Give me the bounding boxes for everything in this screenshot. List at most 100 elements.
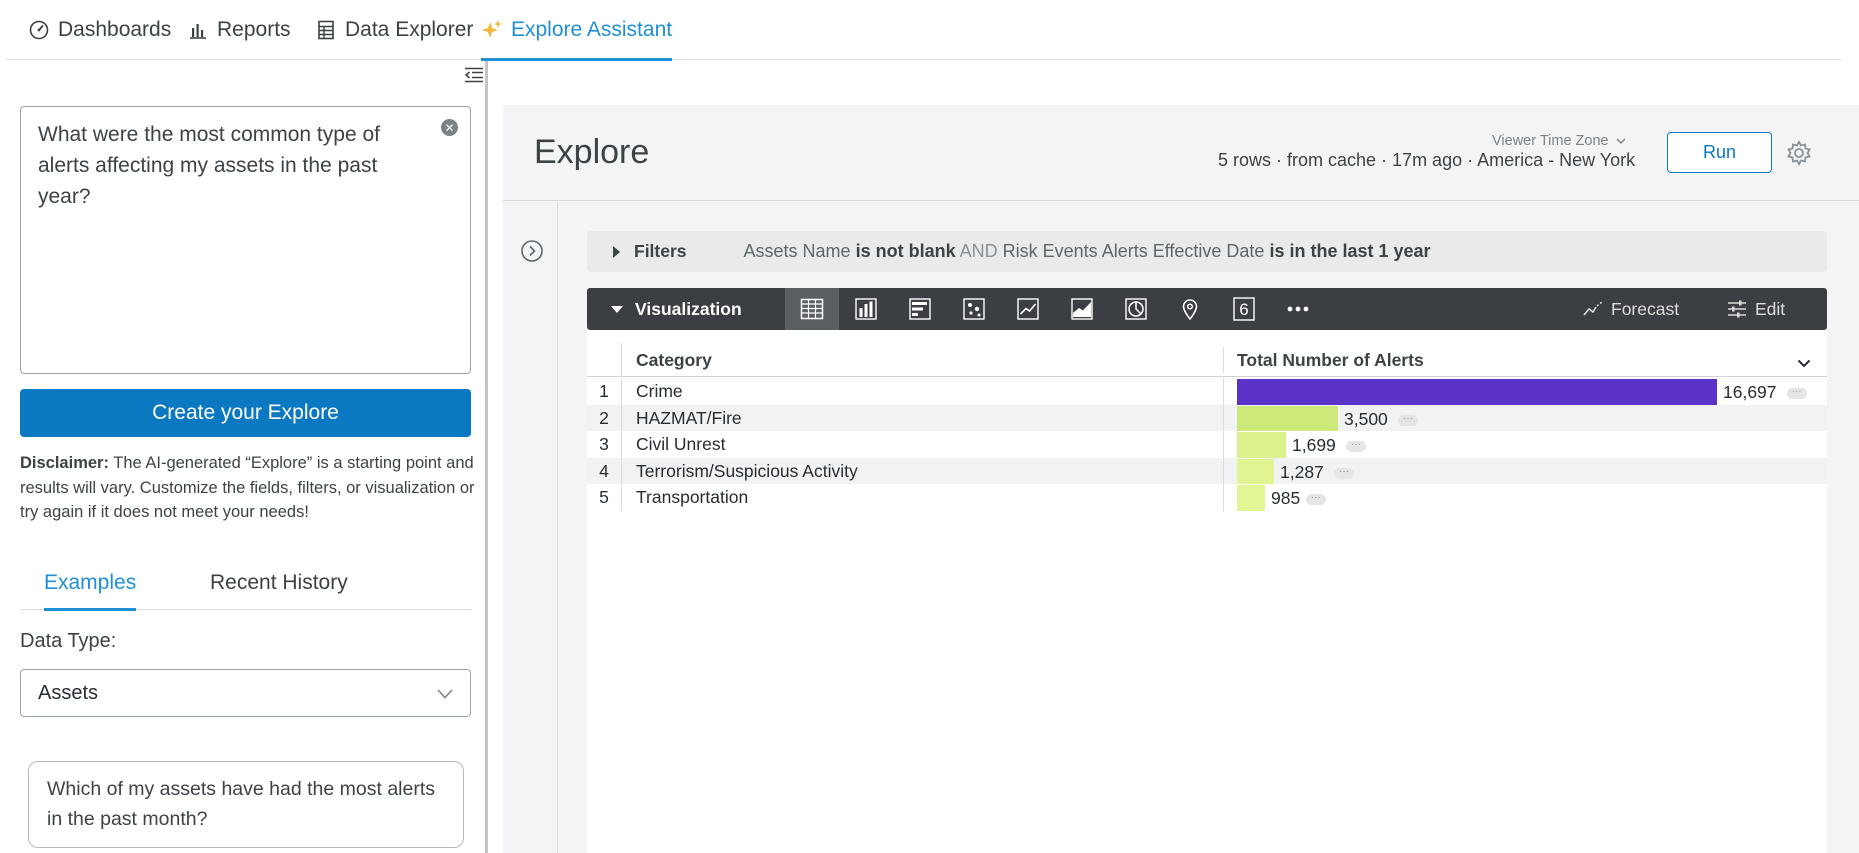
- table-row[interactable]: 2 HAZMAT/Fire 3,500 ···: [587, 404, 1827, 431]
- sliders-icon: [1728, 300, 1746, 318]
- run-button[interactable]: Run: [1667, 132, 1772, 173]
- line-chart-icon[interactable]: [1001, 288, 1055, 330]
- alert-count-value: 1,699: [1292, 435, 1336, 455]
- table-row[interactable]: 3 Civil Unrest 1,699 ···: [587, 431, 1827, 458]
- clear-prompt-icon[interactable]: ✕: [441, 119, 458, 136]
- alert-count-bar: [1237, 379, 1717, 405]
- cell-menu-icon[interactable]: ···: [1305, 493, 1326, 505]
- gear-icon[interactable]: [1786, 140, 1812, 166]
- example-tabs: Examples Recent History: [20, 556, 471, 611]
- data-type-value: Assets: [38, 681, 99, 704]
- cell-menu-icon[interactable]: ···: [1398, 413, 1418, 426]
- filter-operator: is in the last 1 year: [1269, 241, 1431, 261]
- edit-viz-button[interactable]: Edit: [1727, 288, 1785, 330]
- column-divider: [1223, 431, 1224, 458]
- table-row[interactable]: 4 Terrorism/Suspicious Activity 1,287 ···: [587, 457, 1827, 484]
- table-icon[interactable]: [785, 288, 839, 330]
- create-explore-button[interactable]: Create your Explore: [20, 389, 471, 437]
- cell-menu-icon[interactable]: ···: [1334, 466, 1354, 479]
- column-divider: [1223, 378, 1224, 405]
- filter-field: Assets Name: [743, 241, 851, 261]
- timezone-select[interactable]: Viewer Time Zone: [1492, 133, 1626, 149]
- row-number-header: [587, 343, 622, 377]
- category-cell: Transportation: [636, 487, 749, 507]
- example-prompt-card[interactable]: Which of my assets have had the most ale…: [28, 761, 464, 848]
- column-divider: [1223, 347, 1224, 373]
- expand-field-picker-icon[interactable]: [520, 239, 544, 263]
- table-row[interactable]: 5 Transportation 985 ···: [587, 484, 1827, 511]
- tab-recent-history[interactable]: Recent History: [210, 571, 348, 594]
- row-number: 4: [587, 457, 622, 484]
- column-header-total-alerts[interactable]: Total Number of Alerts: [1237, 350, 1424, 370]
- alert-count-value: 985: [1271, 488, 1301, 508]
- alert-count-bar: [1237, 458, 1274, 484]
- filters-bar[interactable]: Filters Assets Name is not blank AND Ris…: [587, 231, 1827, 272]
- area-chart-icon[interactable]: [1055, 288, 1109, 330]
- row-number: 3: [587, 431, 622, 458]
- alert-count-value: 1,287: [1280, 461, 1324, 482]
- column-header-category[interactable]: Category: [636, 350, 712, 370]
- field-picker-rail: [503, 202, 558, 853]
- assistant-panel: [0, 61, 486, 853]
- table-header: Category Total Number of Alerts: [587, 343, 1827, 377]
- tab-label: Dashboards: [58, 18, 172, 41]
- edit-label: Edit: [1755, 298, 1786, 319]
- column-divider: [1223, 404, 1224, 431]
- row-number: 5: [587, 484, 622, 511]
- alert-count-value: 3,500: [1344, 408, 1388, 429]
- tab-dashboards[interactable]: Dashboards: [28, 0, 171, 60]
- scatter-icon[interactable]: [947, 288, 1001, 330]
- column-divider: [1223, 484, 1224, 511]
- disclaimer-label: Disclaimer:: [20, 454, 109, 472]
- forecast-icon: [1583, 301, 1603, 316]
- row-number: 1: [587, 378, 622, 405]
- forecast-label: Forecast: [1611, 298, 1680, 319]
- query-meta: 5 rows · from cache · 17m ago · America …: [1218, 150, 1636, 170]
- column-chart-icon[interactable]: [839, 288, 893, 330]
- tab-explore-assistant[interactable]: Explore Assistant: [481, 0, 673, 61]
- category-cell: Terrorism/Suspicious Activity: [636, 460, 858, 481]
- explore-header: [503, 105, 1859, 201]
- bar-chart-icon[interactable]: [893, 288, 947, 330]
- category-cell: Crime: [636, 381, 683, 401]
- alert-count-value: 16,697: [1723, 382, 1777, 402]
- tab-data-explorer[interactable]: Data Explorer: [315, 0, 473, 60]
- pie-chart-icon[interactable]: [1109, 288, 1163, 330]
- alert-count-bar: [1237, 405, 1338, 431]
- filter-field: Risk Events Alerts Effective Date: [1002, 241, 1265, 261]
- category-cell: HAZMAT/Fire: [636, 407, 742, 428]
- map-pin-icon[interactable]: [1163, 288, 1217, 330]
- more-icon[interactable]: [1271, 288, 1325, 330]
- prompt-textarea[interactable]: What were the most common type of alerts…: [20, 106, 471, 374]
- panel-splitter[interactable]: [485, 61, 488, 853]
- single-value-glyph: 6: [1239, 300, 1248, 319]
- tab-examples[interactable]: Examples: [44, 556, 137, 611]
- data-type-select[interactable]: Assets: [20, 669, 471, 717]
- caret-right-icon: [613, 245, 620, 258]
- disclaimer-text: The AI-generated “Explore” is a starting…: [20, 454, 475, 521]
- alert-count-bar: [1237, 432, 1286, 458]
- row-number: 2: [587, 404, 622, 431]
- data-type-label: Data Type:: [20, 630, 117, 652]
- visualization-label[interactable]: Visualization: [635, 298, 742, 319]
- tab-label: Explore Assistant: [511, 18, 673, 41]
- bar-chart-icon: [187, 19, 209, 41]
- collapse-panel-icon[interactable]: [462, 64, 486, 86]
- filter-operator: is not blank: [855, 241, 956, 261]
- tab-label: Reports: [217, 18, 291, 41]
- filter-joiner: AND: [959, 241, 998, 261]
- disclaimer: Disclaimer: The AI-generated “Explore” i…: [20, 451, 480, 525]
- cell-menu-icon[interactable]: ···: [1786, 387, 1807, 399]
- filters-label: Filters: [634, 241, 687, 261]
- table-icon: [315, 19, 337, 41]
- tab-reports[interactable]: Reports: [187, 0, 291, 60]
- single-value-icon[interactable]: 6: [1217, 288, 1271, 330]
- sort-chevron-icon[interactable]: [1797, 352, 1811, 373]
- gauge-icon: [28, 19, 50, 41]
- table-row[interactable]: 1 Crime 16,697 ···: [587, 378, 1827, 405]
- cell-menu-icon[interactable]: ···: [1346, 440, 1366, 452]
- viz-type-picker: 6: [785, 288, 1325, 330]
- forecast-button[interactable]: Forecast: [1583, 288, 1679, 330]
- category-cell: Civil Unrest: [636, 434, 726, 454]
- caret-down-icon[interactable]: [611, 305, 623, 313]
